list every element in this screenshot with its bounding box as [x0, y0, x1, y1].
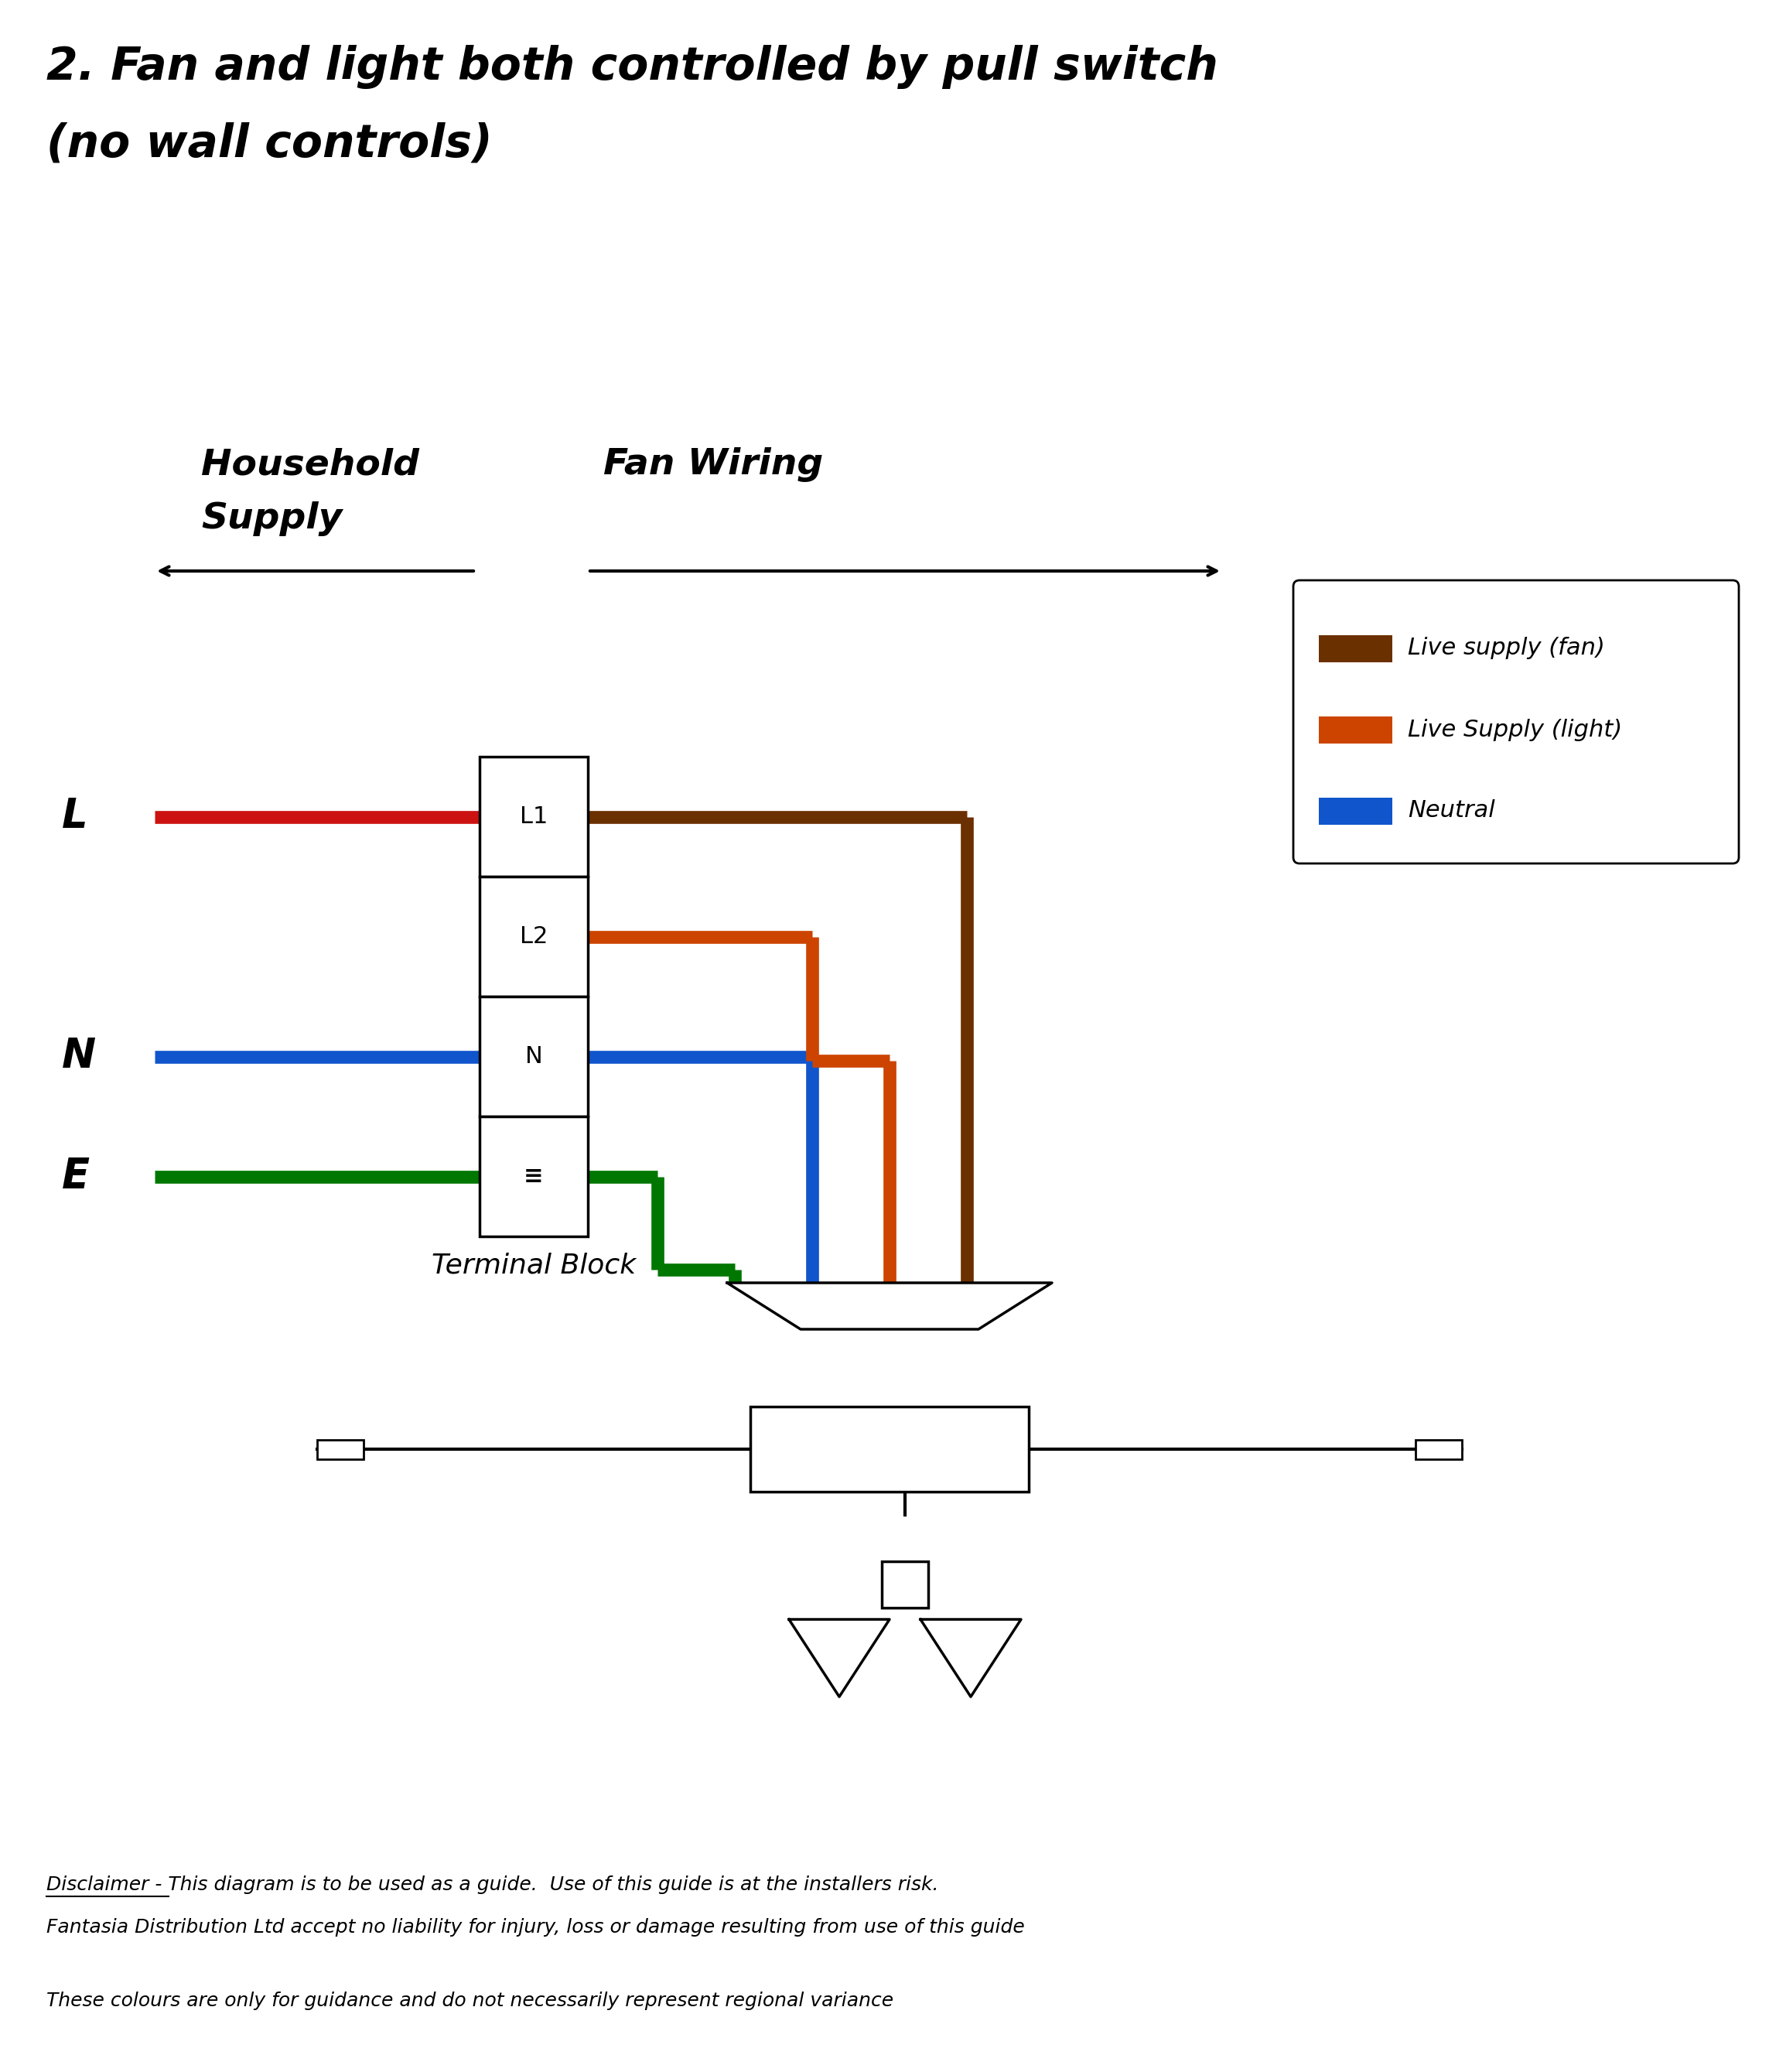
Text: Terminal Block: Terminal Block — [432, 1251, 635, 1278]
Polygon shape — [727, 1283, 1053, 1330]
Text: L: L — [62, 796, 88, 837]
Bar — [1415, 1440, 1461, 1459]
Text: Fan Wiring: Fan Wiring — [603, 448, 823, 483]
Bar — [479, 756, 587, 876]
Text: ≡: ≡ — [524, 1164, 543, 1187]
Text: Disclaimer - This diagram is to be used as a guide.  Use of this guide is at the: Disclaimer - This diagram is to be used … — [46, 1875, 939, 1894]
FancyBboxPatch shape — [1293, 580, 1739, 864]
Bar — [1320, 634, 1392, 661]
Text: These colours are only for guidance and do not necessarily represent regional va: These colours are only for guidance and … — [46, 1991, 893, 2010]
Bar — [479, 997, 587, 1117]
Text: Live Supply (light): Live Supply (light) — [1408, 719, 1622, 742]
Text: E: E — [62, 1156, 90, 1196]
Text: Fantasia Distribution Ltd accept no liability for injury, loss or damage resulti: Fantasia Distribution Ltd accept no liab… — [46, 1919, 1024, 1937]
Bar — [881, 1562, 929, 1608]
Text: N: N — [525, 1044, 543, 1067]
Bar — [317, 1440, 364, 1459]
Text: Live supply (fan): Live supply (fan) — [1408, 638, 1604, 659]
Text: Neutral: Neutral — [1408, 800, 1495, 823]
Bar — [1320, 798, 1392, 825]
Text: L2: L2 — [520, 926, 548, 947]
Bar — [750, 1407, 1030, 1492]
Text: N: N — [62, 1036, 96, 1077]
Text: L1: L1 — [520, 806, 548, 829]
Text: Supply: Supply — [202, 501, 341, 537]
Bar — [479, 1117, 587, 1237]
Bar — [479, 876, 587, 997]
Text: Household: Household — [202, 448, 419, 483]
Text: 2. Fan and light both controlled by pull switch: 2. Fan and light both controlled by pull… — [46, 46, 1219, 89]
Text: (no wall controls): (no wall controls) — [46, 122, 492, 166]
Bar — [1320, 717, 1392, 744]
